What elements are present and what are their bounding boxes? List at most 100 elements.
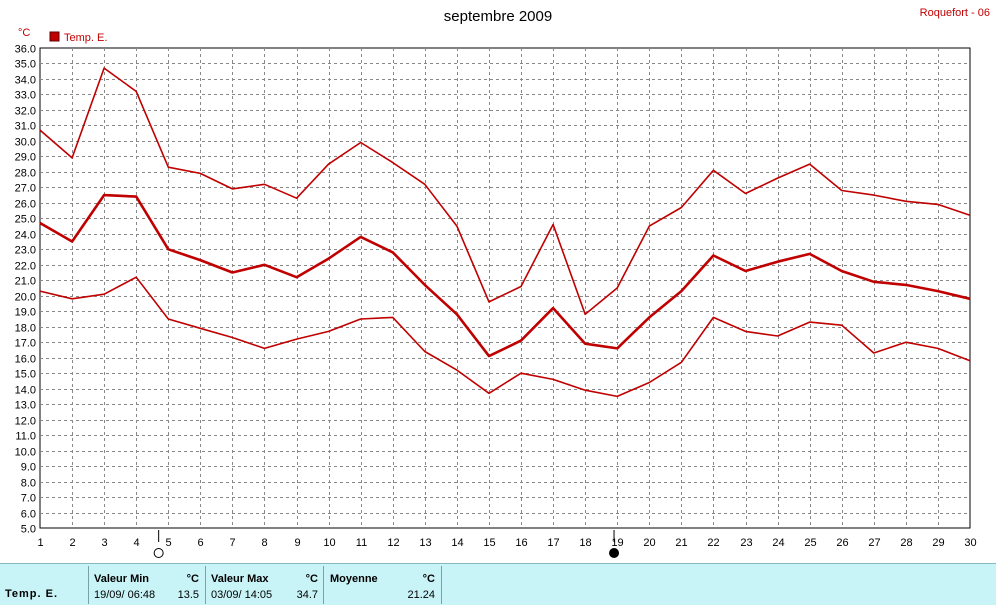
x-tick-label: 5 (165, 537, 171, 549)
legend-label: Temp. E. (64, 32, 107, 44)
y-tick-label: 24.0 (15, 230, 36, 242)
y-tick-label: 27.0 (15, 183, 36, 195)
stats-divider (441, 566, 442, 604)
stats-avg-label: Moyenne (330, 573, 378, 585)
y-tick-label: 16.0 (15, 354, 36, 366)
x-tick-label: 8 (261, 537, 267, 549)
x-tick-label: 28 (900, 537, 912, 549)
stats-avg-value: 21.24 (407, 589, 435, 601)
stats-min-value: 13.5 (177, 589, 199, 601)
stats-max-date: 03/09/ 14:05 (211, 589, 273, 601)
stats-divider (323, 566, 324, 604)
y-tick-label: 35.0 (15, 59, 36, 71)
x-tick-label: 2 (69, 537, 75, 549)
y-tick-label: 14.0 (15, 385, 36, 397)
stats-panel: Temp. E. Valeur Min °C 19/09/ 06:48 13.5… (0, 563, 996, 605)
x-tick-label: 25 (804, 537, 816, 549)
y-tick-label: 31.0 (15, 121, 36, 133)
stats-series-label: Temp. E. (5, 588, 59, 600)
x-tick-label: 13 (419, 537, 431, 549)
x-tick-label: 15 (483, 537, 495, 549)
x-tick-label: 30 (964, 537, 976, 549)
stats-divider (205, 566, 206, 604)
chart-grid (39, 47, 971, 529)
stats-min-cell: Valeur Min °C 19/09/ 06:48 13.5 (89, 564, 205, 605)
x-tick-label: 27 (868, 537, 880, 549)
x-tick-label: 20 (643, 537, 655, 549)
temperature-chart: septembre 2009 Roquefort - 06 °C Temp. E… (15, 7, 990, 558)
x-tick-label: 19 (611, 537, 623, 549)
stats-max-unit: °C (305, 573, 318, 585)
stats-max-cell: Valeur Max °C 03/09/ 14:05 34.7 (206, 564, 323, 605)
y-tick-label: 21.0 (15, 276, 36, 288)
y-axis-ticks: 5.0 6.0 7.0 8.0 9.0 10.0 11.0 12.0 13.0 14.0 15.0 1… (15, 44, 36, 536)
y-tick-label: 32.0 (15, 106, 36, 118)
full-moon-icon (153, 548, 164, 558)
x-axis-ticks: 1 2 3 4 5 6 7 8 9 10 11 12 13 14 15 16 17 18 19 20 21 22 23 24 2… (37, 537, 976, 549)
stats-series-cell: Temp. E. (0, 564, 88, 605)
y-tick-label: 12.0 (15, 416, 36, 428)
series-line-mean (39, 193, 971, 358)
legend-swatch (49, 31, 60, 42)
x-tick-label: 14 (451, 537, 463, 549)
y-tick-label: 28.0 (15, 168, 36, 180)
stats-avg-cell: Moyenne °C 21.24 (324, 564, 441, 605)
y-tick-label: 22.0 (15, 261, 36, 273)
station-name: Roquefort - 06 (920, 7, 990, 19)
x-tick-label: 4 (133, 537, 139, 549)
y-tick-label: 26.0 (15, 199, 36, 211)
y-tick-label: 20.0 (15, 292, 36, 304)
series-line-min (39, 276, 971, 398)
new-moon-icon (609, 548, 620, 558)
x-tick-label: 6 (197, 537, 203, 549)
y-tick-label: 10.0 (15, 447, 36, 459)
x-tick-label: 7 (229, 537, 235, 549)
x-tick-label: 24 (772, 537, 784, 549)
y-tick-label: 8.0 (21, 478, 36, 490)
stats-min-unit: °C (186, 573, 199, 585)
stats-max-label: Valeur Max (211, 573, 269, 585)
x-tick-label: 3 (101, 537, 107, 549)
y-tick-label: 30.0 (15, 137, 36, 149)
y-axis-unit: °C (18, 27, 30, 39)
chart-title: septembre 2009 (444, 8, 552, 25)
x-tick-label: 1 (37, 537, 43, 549)
x-tick-label: 26 (836, 537, 848, 549)
x-tick-label: 18 (579, 537, 591, 549)
stats-divider (88, 566, 89, 604)
y-tick-label: 19.0 (15, 307, 36, 319)
y-tick-label: 25.0 (15, 214, 36, 226)
x-tick-label: 16 (515, 537, 527, 549)
x-tick-label: 10 (323, 537, 335, 549)
y-tick-label: 15.0 (15, 369, 36, 381)
chart-series (39, 67, 971, 398)
y-tick-label: 33.0 (15, 90, 36, 102)
stats-avg-unit: °C (422, 573, 435, 585)
stats-min-label: Valeur Min (94, 573, 150, 585)
y-tick-label: 34.0 (15, 75, 36, 87)
moon-phases (153, 530, 620, 558)
x-tick-label: 12 (387, 537, 399, 549)
y-tick-label: 18.0 (15, 323, 36, 335)
x-tick-label: 21 (675, 537, 687, 549)
x-tick-label: 9 (294, 537, 300, 549)
x-tick-label: 11 (356, 537, 367, 549)
y-tick-label: 6.0 (21, 509, 36, 521)
y-tick-label: 29.0 (15, 152, 36, 164)
plot-frame (39, 47, 971, 529)
y-tick-label: 9.0 (21, 462, 36, 474)
y-tick-label: 17.0 (15, 338, 36, 350)
y-tick-label: 11.0 (15, 431, 36, 443)
stats-max-value: 34.7 (296, 589, 318, 601)
x-tick-label: 22 (707, 537, 719, 549)
y-tick-label: 13.0 (15, 400, 36, 412)
x-tick-label: 17 (547, 537, 559, 549)
stats-min-date: 19/09/ 06:48 (94, 589, 156, 601)
series-line-max (39, 67, 971, 316)
x-tick-label: 23 (740, 537, 752, 549)
y-tick-label: 23.0 (15, 245, 36, 257)
x-tick-label: 29 (932, 537, 944, 549)
y-tick-label: 5.0 (21, 524, 36, 536)
y-tick-label: 36.0 (15, 44, 36, 56)
y-tick-label: 7.0 (21, 493, 36, 505)
